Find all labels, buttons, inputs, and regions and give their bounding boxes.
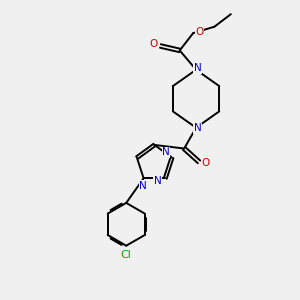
Text: O: O bbox=[150, 39, 158, 49]
Text: O: O bbox=[202, 158, 210, 168]
Text: O: O bbox=[196, 27, 204, 37]
Text: Cl: Cl bbox=[121, 250, 132, 260]
Text: N: N bbox=[162, 147, 170, 157]
Text: N: N bbox=[194, 63, 201, 73]
Text: N: N bbox=[154, 176, 162, 186]
Text: N: N bbox=[139, 181, 147, 191]
Text: N: N bbox=[194, 123, 201, 133]
